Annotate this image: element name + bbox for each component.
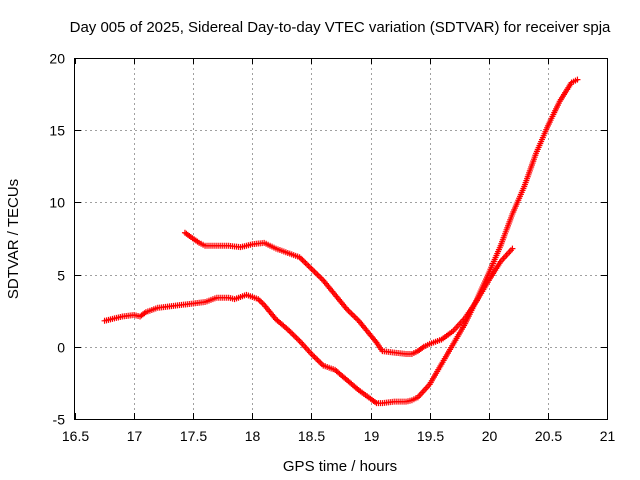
series-layer xyxy=(101,76,581,407)
data-point xyxy=(293,335,300,342)
data-point xyxy=(312,355,319,362)
y-axis-label: SDTVAR / TECUs xyxy=(5,179,22,299)
data-point xyxy=(299,257,306,264)
data-point xyxy=(314,271,321,278)
data-point xyxy=(306,264,313,271)
data-point xyxy=(259,300,266,307)
data-point xyxy=(305,262,312,269)
data-point xyxy=(258,299,265,306)
data-point xyxy=(309,267,316,274)
data-point xyxy=(509,245,516,252)
data-point xyxy=(349,312,356,319)
x-tick-label: 16.5 xyxy=(62,428,89,444)
y-tick-label: 5 xyxy=(57,268,65,284)
data-point xyxy=(348,310,355,317)
x-tick-label: 18.5 xyxy=(298,428,325,444)
data-point xyxy=(287,329,294,336)
x-tick-label: 20 xyxy=(482,428,498,444)
data-point xyxy=(315,358,322,365)
data-point xyxy=(312,270,319,277)
series-track-1 xyxy=(101,76,581,407)
data-point xyxy=(351,313,358,320)
y-tick-label: 10 xyxy=(49,195,65,211)
data-point xyxy=(352,314,359,321)
data-point xyxy=(286,327,293,334)
y-tick-label: -5 xyxy=(53,412,66,428)
data-point xyxy=(301,258,308,265)
y-tick-label: 0 xyxy=(57,340,65,356)
data-point xyxy=(314,356,321,363)
data-point xyxy=(304,261,311,268)
data-point xyxy=(292,333,299,340)
x-tick-label: 17.5 xyxy=(180,428,207,444)
data-point xyxy=(354,316,361,323)
data-point xyxy=(311,353,318,360)
data-point xyxy=(574,76,581,83)
data-point xyxy=(318,275,325,282)
x-tick-label: 19 xyxy=(364,428,380,444)
data-point xyxy=(309,352,316,359)
data-point xyxy=(317,274,324,281)
x-tick-label: 18 xyxy=(245,428,261,444)
tick-layer: 16.5 17 17.5 18 18.5 19 19.5 20 20.5 21 -5 0 5 10 15 20 xyxy=(49,51,615,445)
plot-frame xyxy=(74,58,608,420)
data-point xyxy=(345,307,352,314)
x-axis-label: GPS time / hours xyxy=(283,458,397,475)
x-tick-label: 17 xyxy=(127,428,143,444)
x-tick-label: 20.5 xyxy=(535,428,562,444)
data-point xyxy=(295,336,302,343)
data-point xyxy=(302,260,309,267)
y-tick-label: 20 xyxy=(49,51,65,67)
data-point xyxy=(315,273,322,280)
grid-layer xyxy=(75,58,607,419)
data-point xyxy=(346,309,353,316)
chart-title: Day 005 of 2025, Sidereal Day-to-day VTE… xyxy=(70,19,611,36)
series-track-2 xyxy=(181,229,516,358)
data-point xyxy=(311,268,318,275)
x-tick-label: 21 xyxy=(600,428,616,444)
data-point xyxy=(289,330,296,337)
y-tick-label: 15 xyxy=(49,123,65,139)
data-point xyxy=(290,332,297,339)
x-tick-label: 19.5 xyxy=(417,428,444,444)
data-point xyxy=(308,265,315,272)
data-point xyxy=(317,359,324,366)
